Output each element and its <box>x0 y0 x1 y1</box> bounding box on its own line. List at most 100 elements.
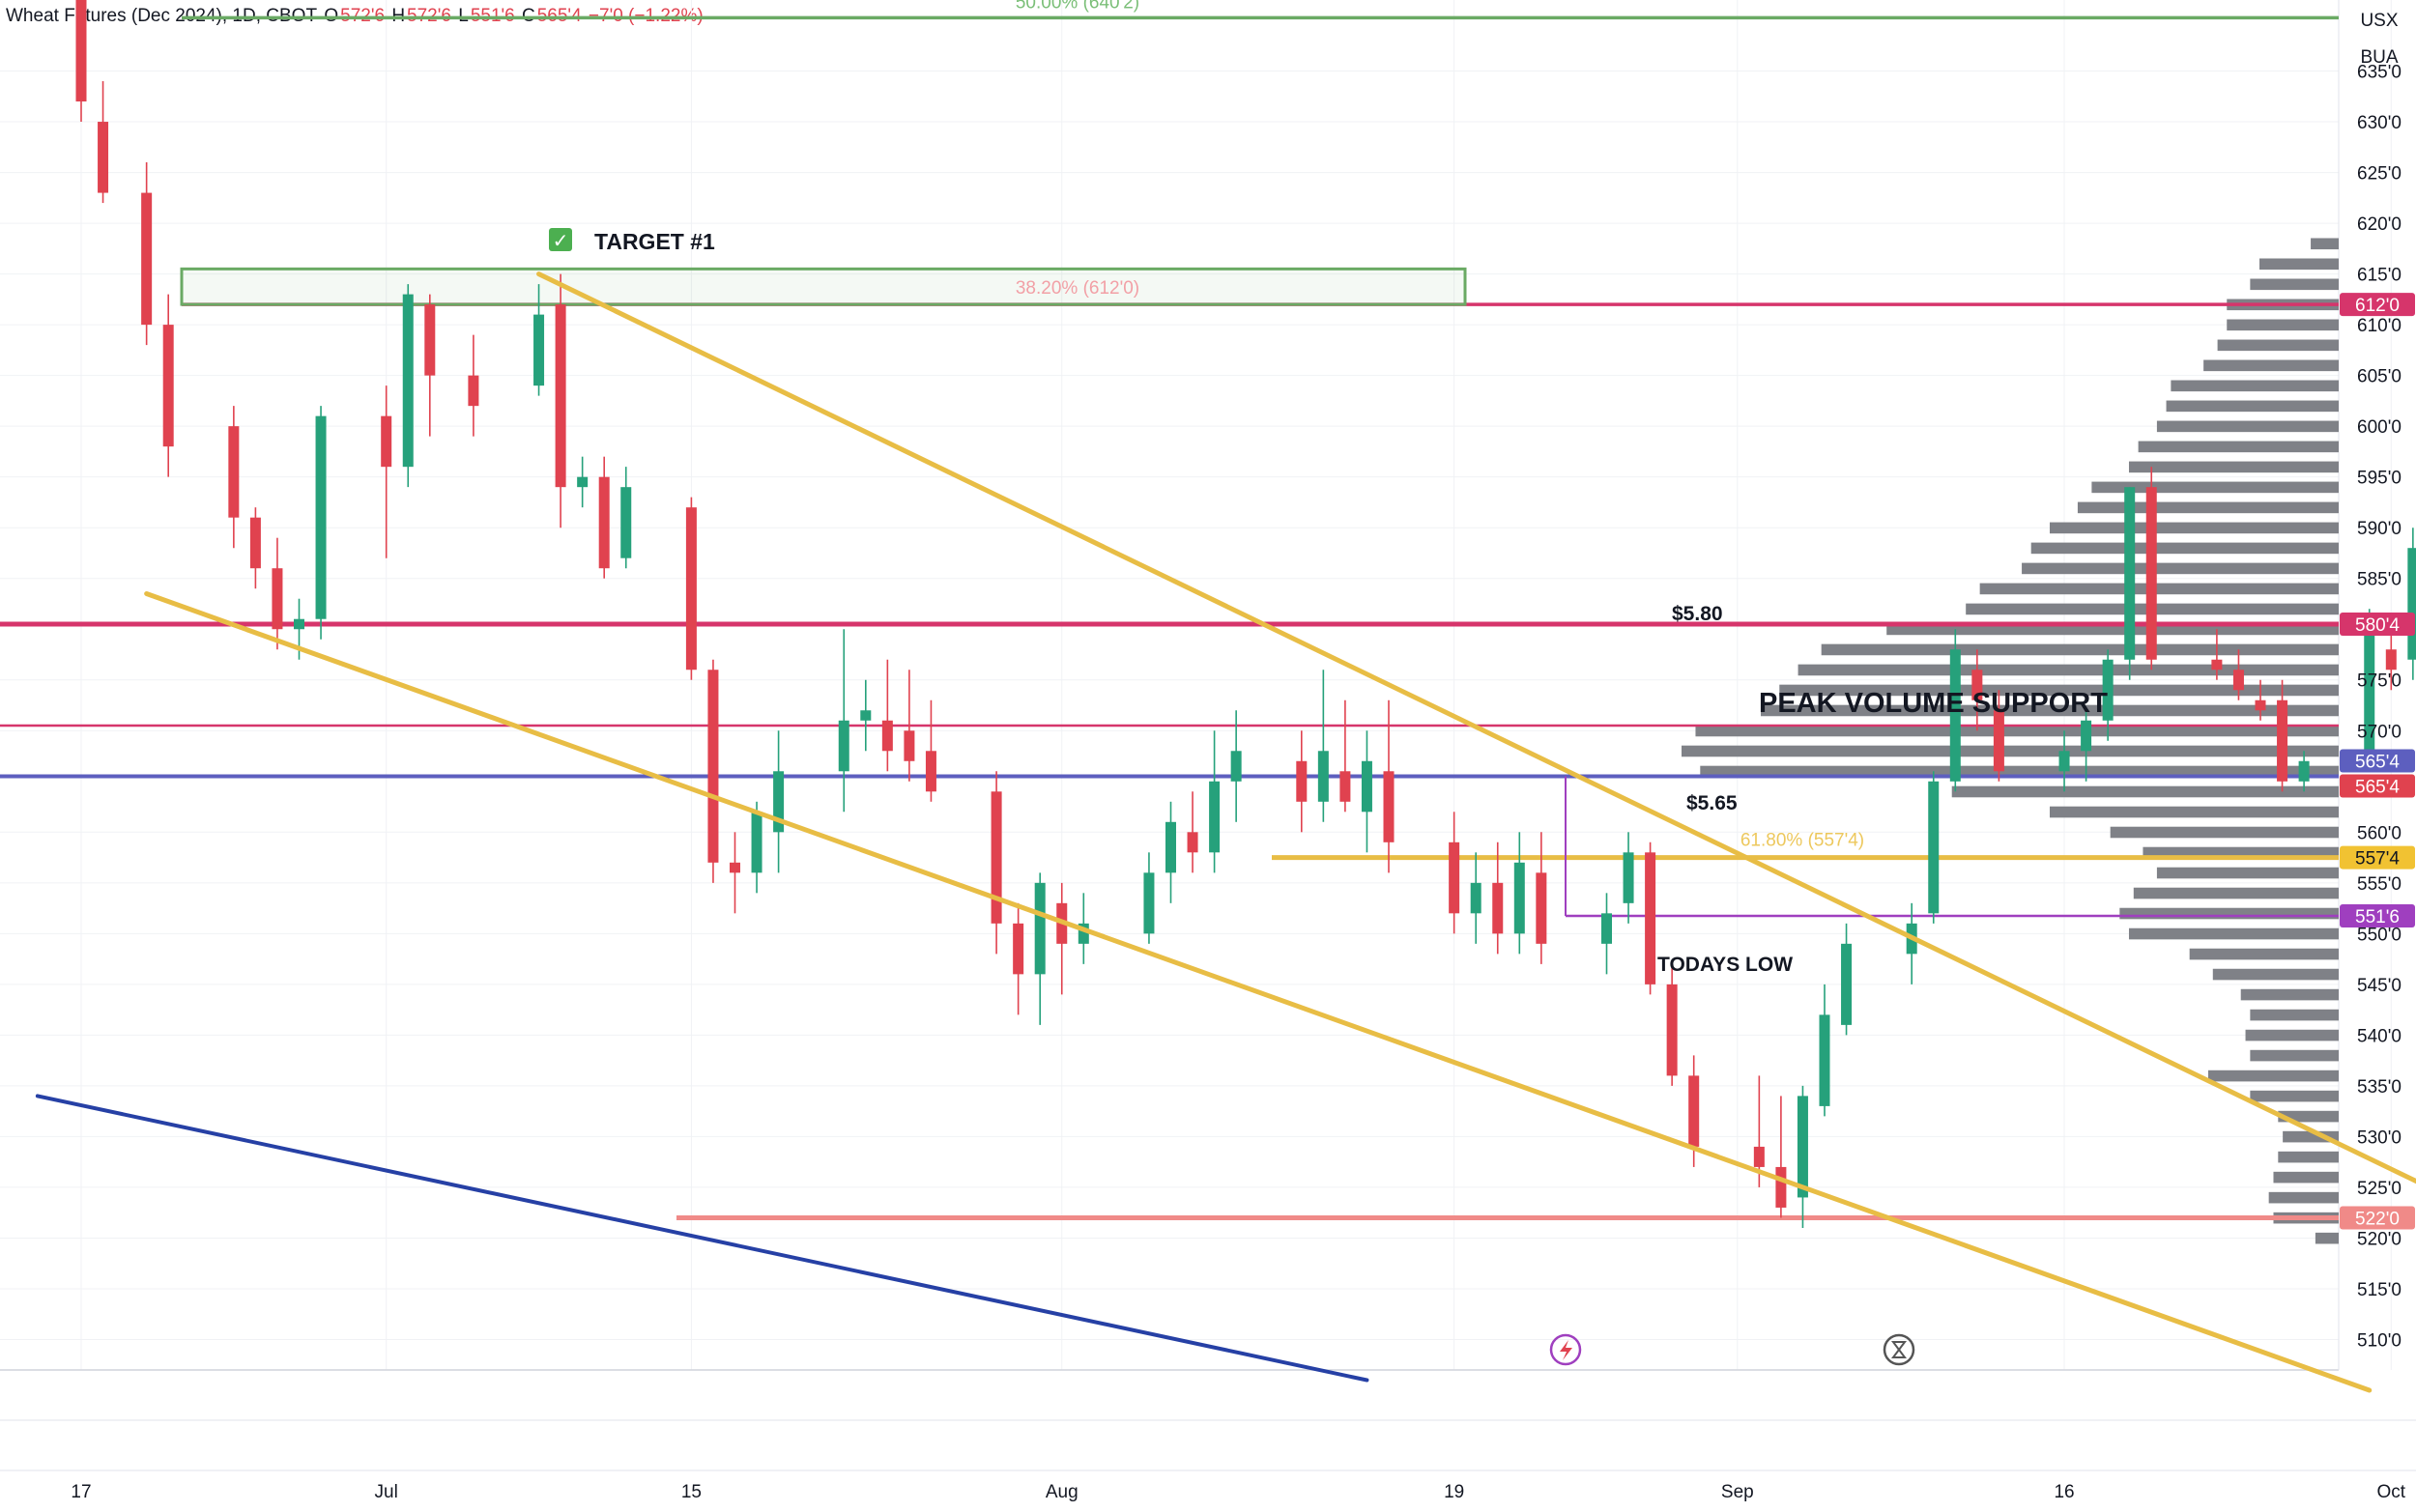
volume-bar <box>2110 826 2339 839</box>
candle-body <box>402 294 414 468</box>
candle-body <box>838 720 849 772</box>
time-tick: 17 <box>71 1482 91 1502</box>
price-tick: 610'0 <box>2357 316 2402 336</box>
candle-body <box>1775 1166 1787 1208</box>
price-tick: 590'0 <box>2357 519 2402 539</box>
time-tick: Oct <box>2377 1482 2406 1502</box>
volume-bar <box>2278 1151 2339 1163</box>
volume-bar <box>2143 846 2339 859</box>
price-tick: 630'0 <box>2357 113 2402 133</box>
volume-bar <box>2273 1171 2339 1184</box>
time-tick: Aug <box>1046 1482 1079 1502</box>
candle-body <box>1361 760 1372 813</box>
candle-body <box>2081 720 2092 752</box>
change-value: −7'0 (−1.22%) <box>588 6 704 26</box>
volume-bar <box>1798 664 2339 676</box>
candle-body <box>1513 862 1525 934</box>
candle-body <box>1449 842 1460 914</box>
todays-low-label: TODAYS LOW <box>1657 954 1793 976</box>
price-badge-text: 522'0 <box>2355 1209 2400 1229</box>
candle-body <box>730 862 740 873</box>
fib-label: 61.80% (557'4) <box>1740 831 1864 851</box>
candle-body <box>1536 872 1547 944</box>
volume-bar <box>1886 623 2339 636</box>
time-tick: Sep <box>1721 1482 1754 1502</box>
trendline <box>144 590 2373 1393</box>
candle-body <box>707 670 719 863</box>
candle-body <box>991 791 1002 924</box>
fib-label: 50.00% (640'2) <box>1016 0 1139 13</box>
dividend-event-icon <box>1549 1333 1582 1366</box>
price-tick: 585'0 <box>2357 570 2402 590</box>
candle-body <box>925 751 936 792</box>
price-tick: 560'0 <box>2357 823 2402 843</box>
price-tick: 525'0 <box>2357 1179 2402 1199</box>
candle-body <box>2407 548 2416 660</box>
volume-bar <box>2171 380 2339 392</box>
candle-body <box>2058 751 2070 772</box>
candle-body <box>2145 487 2157 660</box>
volume-bar <box>2189 948 2339 960</box>
volume-bar <box>2166 400 2339 413</box>
volume-profile <box>1682 238 2339 1244</box>
candle-body <box>1339 771 1351 802</box>
price-tick: 570'0 <box>2357 722 2402 742</box>
volume-bar <box>2119 907 2339 920</box>
candle-body <box>2102 659 2114 721</box>
high-label: H <box>391 6 406 26</box>
price-badge <box>2340 293 2415 317</box>
candle-body <box>1230 751 1242 782</box>
volume-bar <box>2022 562 2339 575</box>
candle-body <box>1666 984 1678 1076</box>
volume-bar <box>2250 1090 2339 1102</box>
volume-bar <box>2311 238 2339 250</box>
volume-bar <box>2245 1029 2339 1041</box>
price-tick: 540'0 <box>2357 1026 2402 1046</box>
candle-body <box>598 476 610 569</box>
candle-body <box>1753 1146 1765 1167</box>
candle-body <box>533 314 545 386</box>
trendline <box>35 1094 1369 1383</box>
volume-bar <box>1682 745 2339 757</box>
candle-body <box>2232 670 2244 691</box>
lightning-icon <box>1560 1340 1572 1360</box>
volume-bar <box>2133 887 2339 899</box>
volume-bar <box>1760 704 2339 717</box>
price-badge <box>2340 774 2415 798</box>
candle-body <box>1470 882 1481 914</box>
candle-body <box>2298 760 2310 782</box>
high-value: 572'6 <box>407 6 451 26</box>
volume-bar <box>2203 359 2339 372</box>
volume-bar <box>2128 927 2339 940</box>
candle-body <box>881 720 893 752</box>
price-badge-text: 612'0 <box>2355 296 2400 316</box>
volume-bar <box>1700 765 2339 778</box>
candle-body <box>2385 649 2397 670</box>
target-check-mark: ✓ <box>553 231 569 252</box>
candle-body <box>860 710 872 721</box>
currency-label: USX <box>2360 11 2398 31</box>
volume-bar <box>1695 725 2339 737</box>
volume-bar <box>1821 643 2339 656</box>
candle-body <box>1078 923 1089 944</box>
candle-body <box>249 517 261 569</box>
time-axis[interactable]: 17Jul15Aug19Sep16Oct14Nov18Dec16202521 <box>71 1482 2416 1502</box>
candle-body <box>1645 852 1656 984</box>
volume-bar <box>2049 806 2339 818</box>
volume-bar <box>2315 1232 2339 1244</box>
volume-bar <box>2217 339 2339 352</box>
trendline <box>536 271 2416 1184</box>
price-tick: 625'0 <box>2357 164 2402 185</box>
time-tick: Jul <box>375 1482 398 1502</box>
candle-body <box>1187 832 1198 853</box>
candle-body <box>904 730 915 761</box>
price-badge <box>2340 1206 2415 1230</box>
price-tick: 515'0 <box>2357 1280 2402 1300</box>
expiry-event-icon <box>1883 1333 1915 1366</box>
volume-bar <box>2268 1191 2339 1204</box>
price-tick: 550'0 <box>2357 925 2402 945</box>
candle-body <box>620 487 632 558</box>
candle-body <box>424 304 436 376</box>
